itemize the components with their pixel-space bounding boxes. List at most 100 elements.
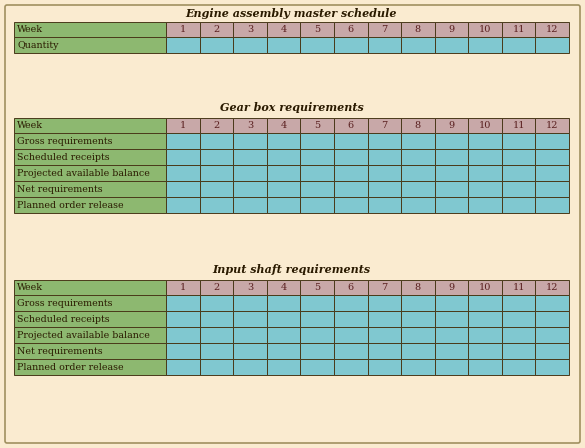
Bar: [468, 118, 502, 133]
Bar: [233, 165, 267, 181]
Bar: [334, 181, 367, 197]
Bar: [166, 149, 199, 165]
Bar: [435, 359, 468, 375]
Text: Week: Week: [17, 121, 43, 130]
Bar: [233, 133, 267, 149]
Text: 6: 6: [347, 121, 354, 130]
Bar: [334, 118, 367, 133]
Bar: [267, 197, 300, 213]
Bar: [435, 295, 468, 311]
Text: 9: 9: [448, 121, 455, 130]
Bar: [435, 343, 468, 359]
Bar: [233, 181, 267, 197]
Text: 8: 8: [415, 25, 421, 34]
Text: Gross requirements: Gross requirements: [17, 137, 112, 146]
Bar: [166, 359, 199, 375]
Bar: [300, 149, 334, 165]
Bar: [401, 311, 435, 327]
Bar: [233, 359, 267, 375]
Bar: [367, 343, 401, 359]
Bar: [300, 118, 334, 133]
Bar: [435, 22, 468, 37]
Bar: [300, 343, 334, 359]
Bar: [334, 343, 367, 359]
Bar: [334, 133, 367, 149]
Text: 7: 7: [381, 283, 387, 292]
Bar: [267, 37, 300, 53]
Text: 12: 12: [546, 283, 559, 292]
Bar: [502, 359, 535, 375]
Bar: [334, 327, 367, 343]
Bar: [14, 118, 166, 133]
Bar: [300, 359, 334, 375]
Text: 1: 1: [180, 25, 186, 34]
Bar: [435, 327, 468, 343]
Bar: [14, 327, 166, 343]
Bar: [334, 311, 367, 327]
Bar: [468, 359, 502, 375]
Bar: [14, 149, 166, 165]
Bar: [166, 133, 199, 149]
Bar: [300, 295, 334, 311]
Text: 11: 11: [512, 25, 525, 34]
Text: 8: 8: [415, 283, 421, 292]
Bar: [435, 149, 468, 165]
Bar: [199, 327, 233, 343]
Bar: [267, 295, 300, 311]
Bar: [267, 359, 300, 375]
Text: 5: 5: [314, 121, 320, 130]
Bar: [401, 37, 435, 53]
Bar: [435, 37, 468, 53]
Bar: [233, 280, 267, 295]
Bar: [468, 295, 502, 311]
Bar: [502, 22, 535, 37]
Bar: [267, 311, 300, 327]
Bar: [367, 295, 401, 311]
Text: 12: 12: [546, 25, 559, 34]
Bar: [502, 165, 535, 181]
Bar: [535, 149, 569, 165]
Text: 8: 8: [415, 121, 421, 130]
Bar: [535, 197, 569, 213]
Bar: [14, 165, 166, 181]
Bar: [468, 22, 502, 37]
Bar: [199, 197, 233, 213]
Bar: [300, 197, 334, 213]
Bar: [535, 359, 569, 375]
Bar: [468, 343, 502, 359]
Text: Planned order release: Planned order release: [17, 201, 123, 210]
Bar: [334, 295, 367, 311]
Bar: [401, 359, 435, 375]
Bar: [401, 165, 435, 181]
Bar: [435, 181, 468, 197]
Bar: [166, 37, 199, 53]
Bar: [502, 295, 535, 311]
Bar: [468, 165, 502, 181]
Bar: [166, 118, 199, 133]
Text: Engine assembly master schedule: Engine assembly master schedule: [186, 8, 397, 18]
Bar: [435, 311, 468, 327]
Text: Gear box requirements: Gear box requirements: [219, 102, 363, 112]
Bar: [166, 327, 199, 343]
Bar: [502, 149, 535, 165]
Bar: [199, 343, 233, 359]
Bar: [535, 343, 569, 359]
Bar: [267, 165, 300, 181]
Bar: [367, 118, 401, 133]
Bar: [166, 197, 199, 213]
Text: Planned order release: Planned order release: [17, 362, 123, 371]
Bar: [14, 197, 166, 213]
Bar: [367, 37, 401, 53]
Bar: [535, 22, 569, 37]
Bar: [401, 327, 435, 343]
Bar: [300, 280, 334, 295]
Bar: [166, 22, 199, 37]
Bar: [300, 37, 334, 53]
Bar: [233, 149, 267, 165]
Bar: [166, 311, 199, 327]
Bar: [502, 280, 535, 295]
Bar: [233, 197, 267, 213]
Text: 6: 6: [347, 283, 354, 292]
Bar: [14, 311, 166, 327]
Bar: [14, 359, 166, 375]
